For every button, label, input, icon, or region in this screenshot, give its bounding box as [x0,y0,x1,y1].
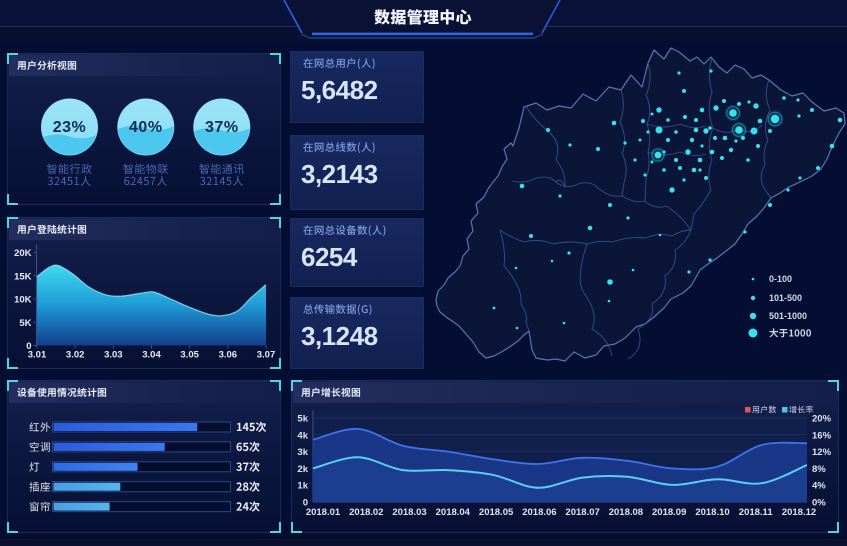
svg-text:3.04: 3.04 [142,350,161,361]
svg-text:2018.04: 2018.04 [436,507,471,518]
svg-text:0-100: 0-100 [769,274,792,284]
svg-text:4%: 4% [812,481,826,492]
svg-text:3.07: 3.07 [257,350,276,361]
svg-text:2018.08: 2018.08 [609,507,643,518]
svg-text:16%: 16% [812,430,832,441]
svg-text:2018.01: 2018.01 [306,507,341,518]
svg-text:2018.12: 2018.12 [782,507,816,518]
svg-text:2018.07: 2018.07 [565,507,599,518]
svg-text:4k: 4k [297,430,308,441]
svg-text:2018.02: 2018.02 [349,507,383,518]
svg-text:8%: 8% [812,464,826,475]
svg-text:1k: 1k [297,481,308,492]
svg-text:0: 0 [303,498,308,509]
svg-text:20%: 20% [812,414,832,425]
svg-text:2018.03: 2018.03 [392,507,426,518]
svg-text:20K: 20K [14,248,32,259]
svg-text:101-500: 101-500 [769,293,802,303]
svg-text:2k: 2k [297,464,308,475]
svg-text:3.05: 3.05 [180,350,199,361]
svg-text:10K: 10K [14,295,32,306]
svg-text:2018.09: 2018.09 [652,507,686,518]
svg-text:2018.06: 2018.06 [522,507,556,518]
svg-text:2018.05: 2018.05 [479,507,514,518]
svg-text:3k: 3k [297,447,308,458]
svg-text:5K: 5K [19,318,31,329]
svg-text:15K: 15K [14,271,32,282]
svg-text:501-1000: 501-1000 [769,311,807,321]
svg-text:37%: 37% [205,119,239,136]
svg-text:0%: 0% [812,498,826,509]
svg-text:3.01: 3.01 [28,350,47,361]
svg-text:3.02: 3.02 [66,350,85,361]
svg-text:23%: 23% [53,119,87,136]
svg-text:3.03: 3.03 [104,350,123,361]
svg-text:3.06: 3.06 [219,350,238,361]
svg-text:2018.11: 2018.11 [739,507,774,518]
svg-text:5k: 5k [297,414,308,425]
svg-text:40%: 40% [129,119,163,136]
svg-text:12%: 12% [812,447,832,458]
svg-text:0: 0 [26,341,31,352]
svg-text:2018.10: 2018.10 [695,507,729,518]
